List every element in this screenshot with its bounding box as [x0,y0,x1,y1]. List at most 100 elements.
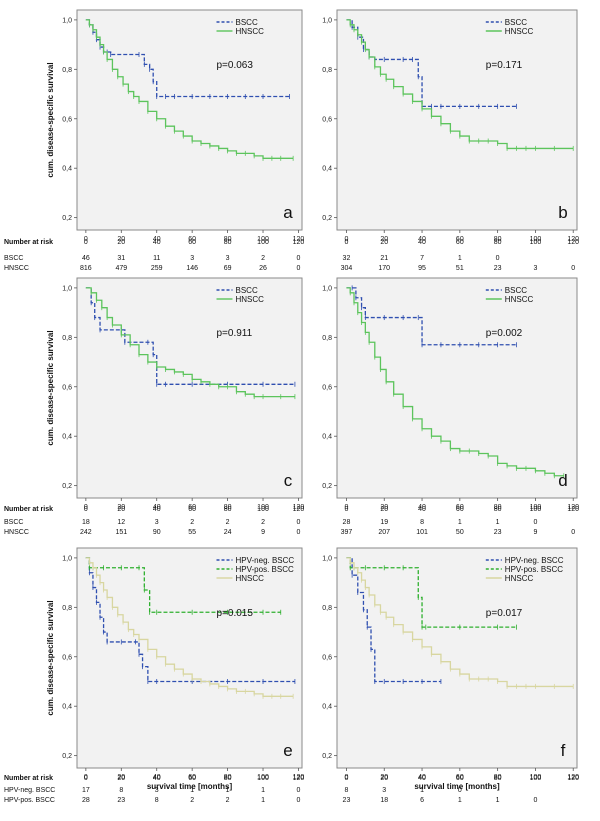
legend-label: HNSCC [236,27,265,36]
y-tick-label: 0,4 [62,166,72,173]
risk-count: 3 [190,255,194,262]
plot-area [336,9,578,231]
y-tick-label: 0,6 [62,384,72,391]
risk-time-label: 100 [530,775,542,782]
x-tick-label: 40 [153,504,161,511]
y-tick-label: 0,6 [322,116,332,123]
x-tick-label: 0 [344,504,348,511]
risk-count: 3 [226,255,230,262]
risk-count: 242 [80,529,92,536]
y-tick-label: 0,6 [62,654,72,661]
risk-count: 8 [344,787,348,794]
risk-count: 151 [115,529,127,536]
risk-count: 11 [153,255,160,262]
risk-time-label: 100 [530,239,542,246]
x-tick-label: 120 [293,236,305,243]
x-tick-label: 100 [530,236,542,243]
risk-count: 101 [416,529,428,536]
risk-count: 2 [226,519,230,526]
legend-label: HNSCC [236,295,265,304]
risk-time-label: 60 [456,775,464,782]
series-line-bscc [85,287,295,385]
p-value: p=0.171 [486,60,523,71]
risk-count: 8 [119,787,123,794]
x-tick-label: 100 [257,774,269,781]
plot-area [76,9,303,231]
risk-count: 3 [155,519,159,526]
legend-label: HPV-neg. BSCC [236,556,295,565]
x-tick-label: 120 [567,774,579,781]
risk-time-label: 120 [293,239,305,246]
x-axis-label: survival time [months] [147,782,233,791]
y-tick-label: 1,0 [62,285,72,292]
y-tick-label: 0,8 [322,605,332,612]
panel-letter: a [283,203,293,222]
risk-count: 55 [188,529,196,536]
x-tick-label: 80 [224,236,232,243]
x-tick-label: 40 [418,236,426,243]
risk-count: 207 [378,529,390,536]
risk-count: 9 [261,529,265,536]
y-tick-label: 0,2 [62,753,72,760]
x-tick-label: 40 [418,504,426,511]
y-tick-label: 0,8 [322,67,332,74]
y-tick-label: 1,0 [322,17,332,24]
y-tick-label: 0,4 [322,704,332,711]
y-tick-label: 0,6 [322,654,332,661]
p-value: p=0.063 [217,60,254,71]
risk-count: 0 [297,787,301,794]
x-axis-label: survival time [months] [414,782,500,791]
x-tick-label: 60 [456,504,464,511]
legend-label: HPV-pos. BSCC [505,565,563,574]
panel-letter: c [284,471,293,490]
panel-letter: b [558,203,567,222]
risk-count: 146 [186,265,198,272]
risk-count: 17 [82,787,90,794]
risk-time-label: 100 [257,239,269,246]
y-tick-label: 0,8 [62,335,72,342]
risk-time-label: 80 [494,239,502,246]
risk-count: 6 [420,797,424,804]
y-axis-label: cum. disease-specific survival [46,600,55,715]
p-value: p=0.017 [486,608,523,619]
risk-count: 18 [380,797,388,804]
risk-time-label: 40 [418,775,426,782]
x-tick-label: 20 [117,774,125,781]
x-tick-label: 100 [257,236,269,243]
plot-area [76,277,303,499]
risk-time-label: 100 [257,506,269,513]
series-line-hpv-neg-bscc [85,557,295,683]
risk-time-label: 20 [117,506,125,513]
x-tick-label: 20 [380,236,388,243]
survival-panel-a: 0,20,40,60,81,00 20 40 60 80 100 120BSCCHNSCCp… [4,9,305,272]
x-tick-label: 0 [84,236,88,243]
panel-letter: f [561,741,566,760]
risk-time-label: 80 [224,239,232,246]
y-tick-label: 0,2 [62,215,72,222]
y-tick-label: 0,4 [62,704,72,711]
y-tick-label: 0,4 [322,166,332,173]
risk-time-label: 80 [224,775,232,782]
x-tick-label: 0 [344,774,348,781]
survival-panel-c: 0,20,40,60,81,00 20 40 60 80 100 120BSCCHNSCCp… [4,277,304,536]
legend-label: BSCC [505,18,527,27]
y-tick-label: 1,0 [322,285,332,292]
y-tick-label: 0,8 [62,67,72,74]
number-at-risk-label: Number at risk [4,775,53,782]
risk-count: 3 [155,787,159,794]
risk-row-label: BSCC [4,519,23,526]
risk-count: 0 [496,255,500,262]
risk-count: 2 [261,255,265,262]
x-tick-label: 40 [153,774,161,781]
risk-count: 2 [226,797,230,804]
x-tick-label: 100 [257,504,269,511]
y-tick-label: 0,2 [322,753,332,760]
x-tick-label: 60 [188,236,196,243]
risk-count: 1 [496,797,500,804]
panel-letter: e [283,741,292,760]
risk-time-label: 80 [224,506,232,513]
p-value: p=0.015 [217,608,254,619]
legend-label: HNSCC [505,574,534,583]
